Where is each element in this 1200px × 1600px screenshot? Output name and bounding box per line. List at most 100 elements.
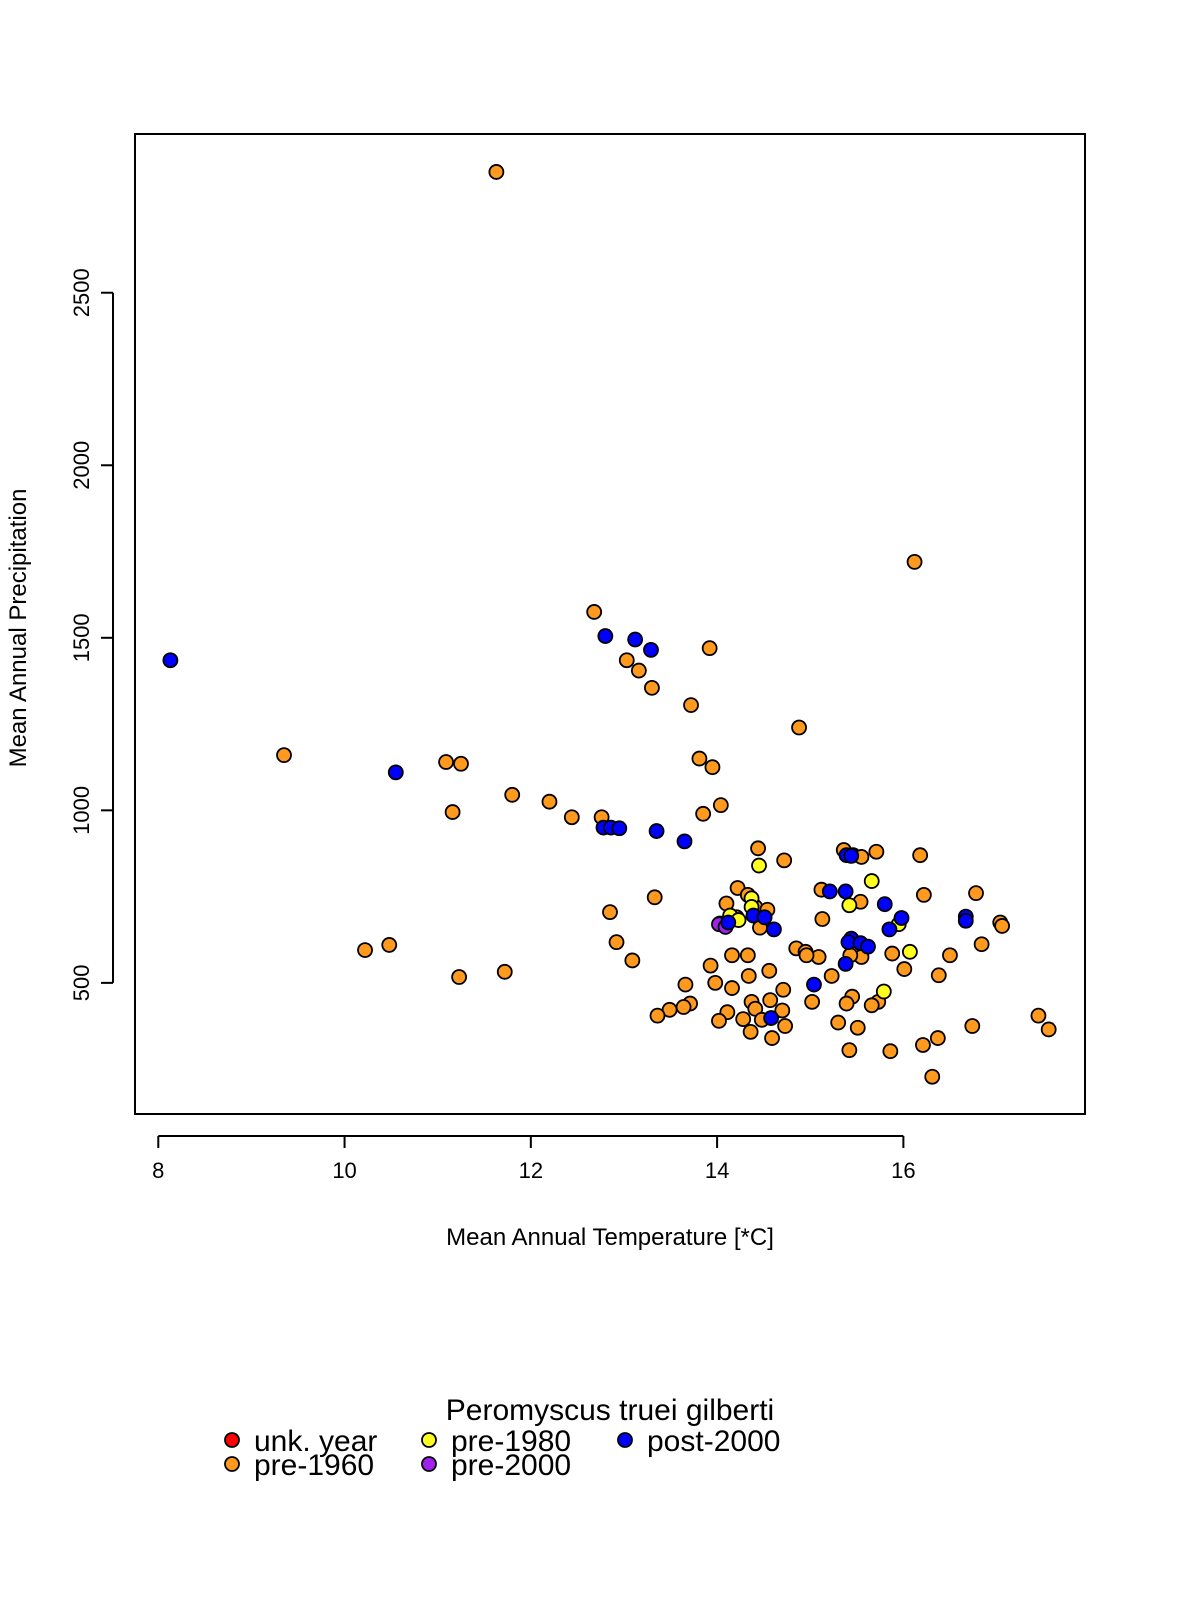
data-point bbox=[496, 963, 513, 980]
data-point bbox=[444, 804, 461, 820]
data-point bbox=[739, 947, 756, 964]
data-point bbox=[863, 997, 880, 1014]
data-point bbox=[704, 759, 721, 776]
data-point bbox=[841, 1042, 858, 1059]
data-point bbox=[837, 955, 854, 972]
data-point bbox=[675, 999, 692, 1015]
data-point bbox=[357, 942, 373, 958]
data-point bbox=[876, 896, 893, 913]
data-point bbox=[764, 1030, 780, 1046]
data-point bbox=[750, 840, 766, 857]
data-point bbox=[712, 797, 729, 814]
data-point bbox=[968, 885, 984, 902]
data-point bbox=[1030, 1007, 1047, 1024]
legend-marker bbox=[224, 1456, 240, 1472]
data-point bbox=[644, 679, 660, 696]
x-axis-title: Mean Annual Temperature [*C] bbox=[446, 1224, 774, 1251]
data-point bbox=[994, 918, 1011, 934]
data-point bbox=[586, 604, 603, 620]
data-point bbox=[643, 641, 659, 658]
data-point bbox=[724, 947, 740, 964]
data-point bbox=[776, 852, 793, 869]
data-point bbox=[837, 883, 854, 900]
data-point bbox=[276, 747, 292, 764]
data-point bbox=[893, 910, 910, 926]
data-point bbox=[896, 961, 913, 977]
data-point bbox=[740, 968, 757, 984]
data-point bbox=[843, 847, 860, 864]
data-point bbox=[701, 640, 718, 657]
data-point bbox=[451, 969, 468, 985]
data-point bbox=[677, 976, 694, 993]
y-tick-label: 2000 bbox=[69, 441, 94, 490]
data-point bbox=[627, 631, 644, 648]
data-point bbox=[964, 1018, 981, 1034]
data-point bbox=[868, 843, 885, 860]
data-point bbox=[702, 957, 719, 974]
data-point bbox=[774, 1002, 791, 1019]
data-point bbox=[906, 553, 923, 570]
y-tick-label: 2500 bbox=[69, 268, 94, 317]
data-point bbox=[912, 847, 929, 864]
x-tick-label: 16 bbox=[891, 1158, 915, 1183]
data-point bbox=[1040, 1021, 1057, 1038]
data-point bbox=[830, 1014, 847, 1031]
data-point bbox=[695, 805, 712, 822]
data-point bbox=[683, 697, 699, 713]
y-tick-label: 500 bbox=[69, 965, 94, 1002]
legend-label: pre-1980 bbox=[451, 1425, 571, 1458]
data-point bbox=[798, 947, 815, 964]
data-point bbox=[881, 921, 898, 938]
data-point bbox=[875, 983, 892, 1000]
data-point bbox=[648, 823, 665, 839]
data-point bbox=[691, 750, 708, 767]
legend-label: pre-2000 bbox=[451, 1449, 571, 1482]
data-point bbox=[973, 936, 990, 953]
data-point bbox=[821, 883, 838, 900]
data-point bbox=[791, 719, 807, 736]
data-point bbox=[804, 993, 821, 1010]
legend-marker bbox=[421, 1432, 437, 1448]
data-point bbox=[676, 833, 693, 850]
x-tick-label: 12 bbox=[519, 1158, 543, 1183]
data-point bbox=[563, 809, 580, 826]
data-point bbox=[608, 934, 625, 951]
y-tick-label: 1000 bbox=[69, 786, 94, 835]
legend-title: Peromyscus truei gilberti bbox=[446, 1394, 774, 1427]
data-point bbox=[646, 889, 663, 906]
x-axis: 8 10 12 14 16 bbox=[152, 1135, 916, 1183]
legend-marker bbox=[224, 1432, 240, 1448]
plot-frame bbox=[134, 133, 1086, 1115]
data-point bbox=[381, 937, 398, 953]
data-point bbox=[849, 1019, 866, 1036]
data-point bbox=[915, 886, 932, 903]
data-point bbox=[942, 947, 958, 964]
data-point bbox=[742, 1023, 759, 1040]
data-point bbox=[618, 652, 635, 669]
data-point bbox=[541, 793, 558, 810]
data-point bbox=[766, 921, 782, 938]
data-point bbox=[711, 1012, 727, 1029]
data-point bbox=[624, 952, 641, 969]
data-point bbox=[453, 755, 469, 772]
data-point bbox=[929, 1030, 946, 1046]
data-point bbox=[611, 820, 628, 837]
data-point bbox=[860, 938, 876, 955]
data-point bbox=[649, 1007, 666, 1024]
legend-label: post-2000 bbox=[647, 1425, 780, 1458]
legend-marker bbox=[421, 1456, 437, 1472]
data-point bbox=[756, 909, 773, 926]
data-points bbox=[162, 164, 1057, 1085]
data-point bbox=[863, 873, 880, 889]
data-point bbox=[902, 943, 918, 960]
data-point bbox=[823, 968, 840, 984]
data-point bbox=[630, 662, 647, 679]
data-point bbox=[777, 1018, 793, 1034]
data-point bbox=[761, 962, 778, 979]
data-point bbox=[504, 786, 521, 803]
data-point bbox=[915, 1037, 931, 1053]
legend-label: unk. year bbox=[254, 1425, 377, 1458]
data-point bbox=[602, 904, 618, 921]
